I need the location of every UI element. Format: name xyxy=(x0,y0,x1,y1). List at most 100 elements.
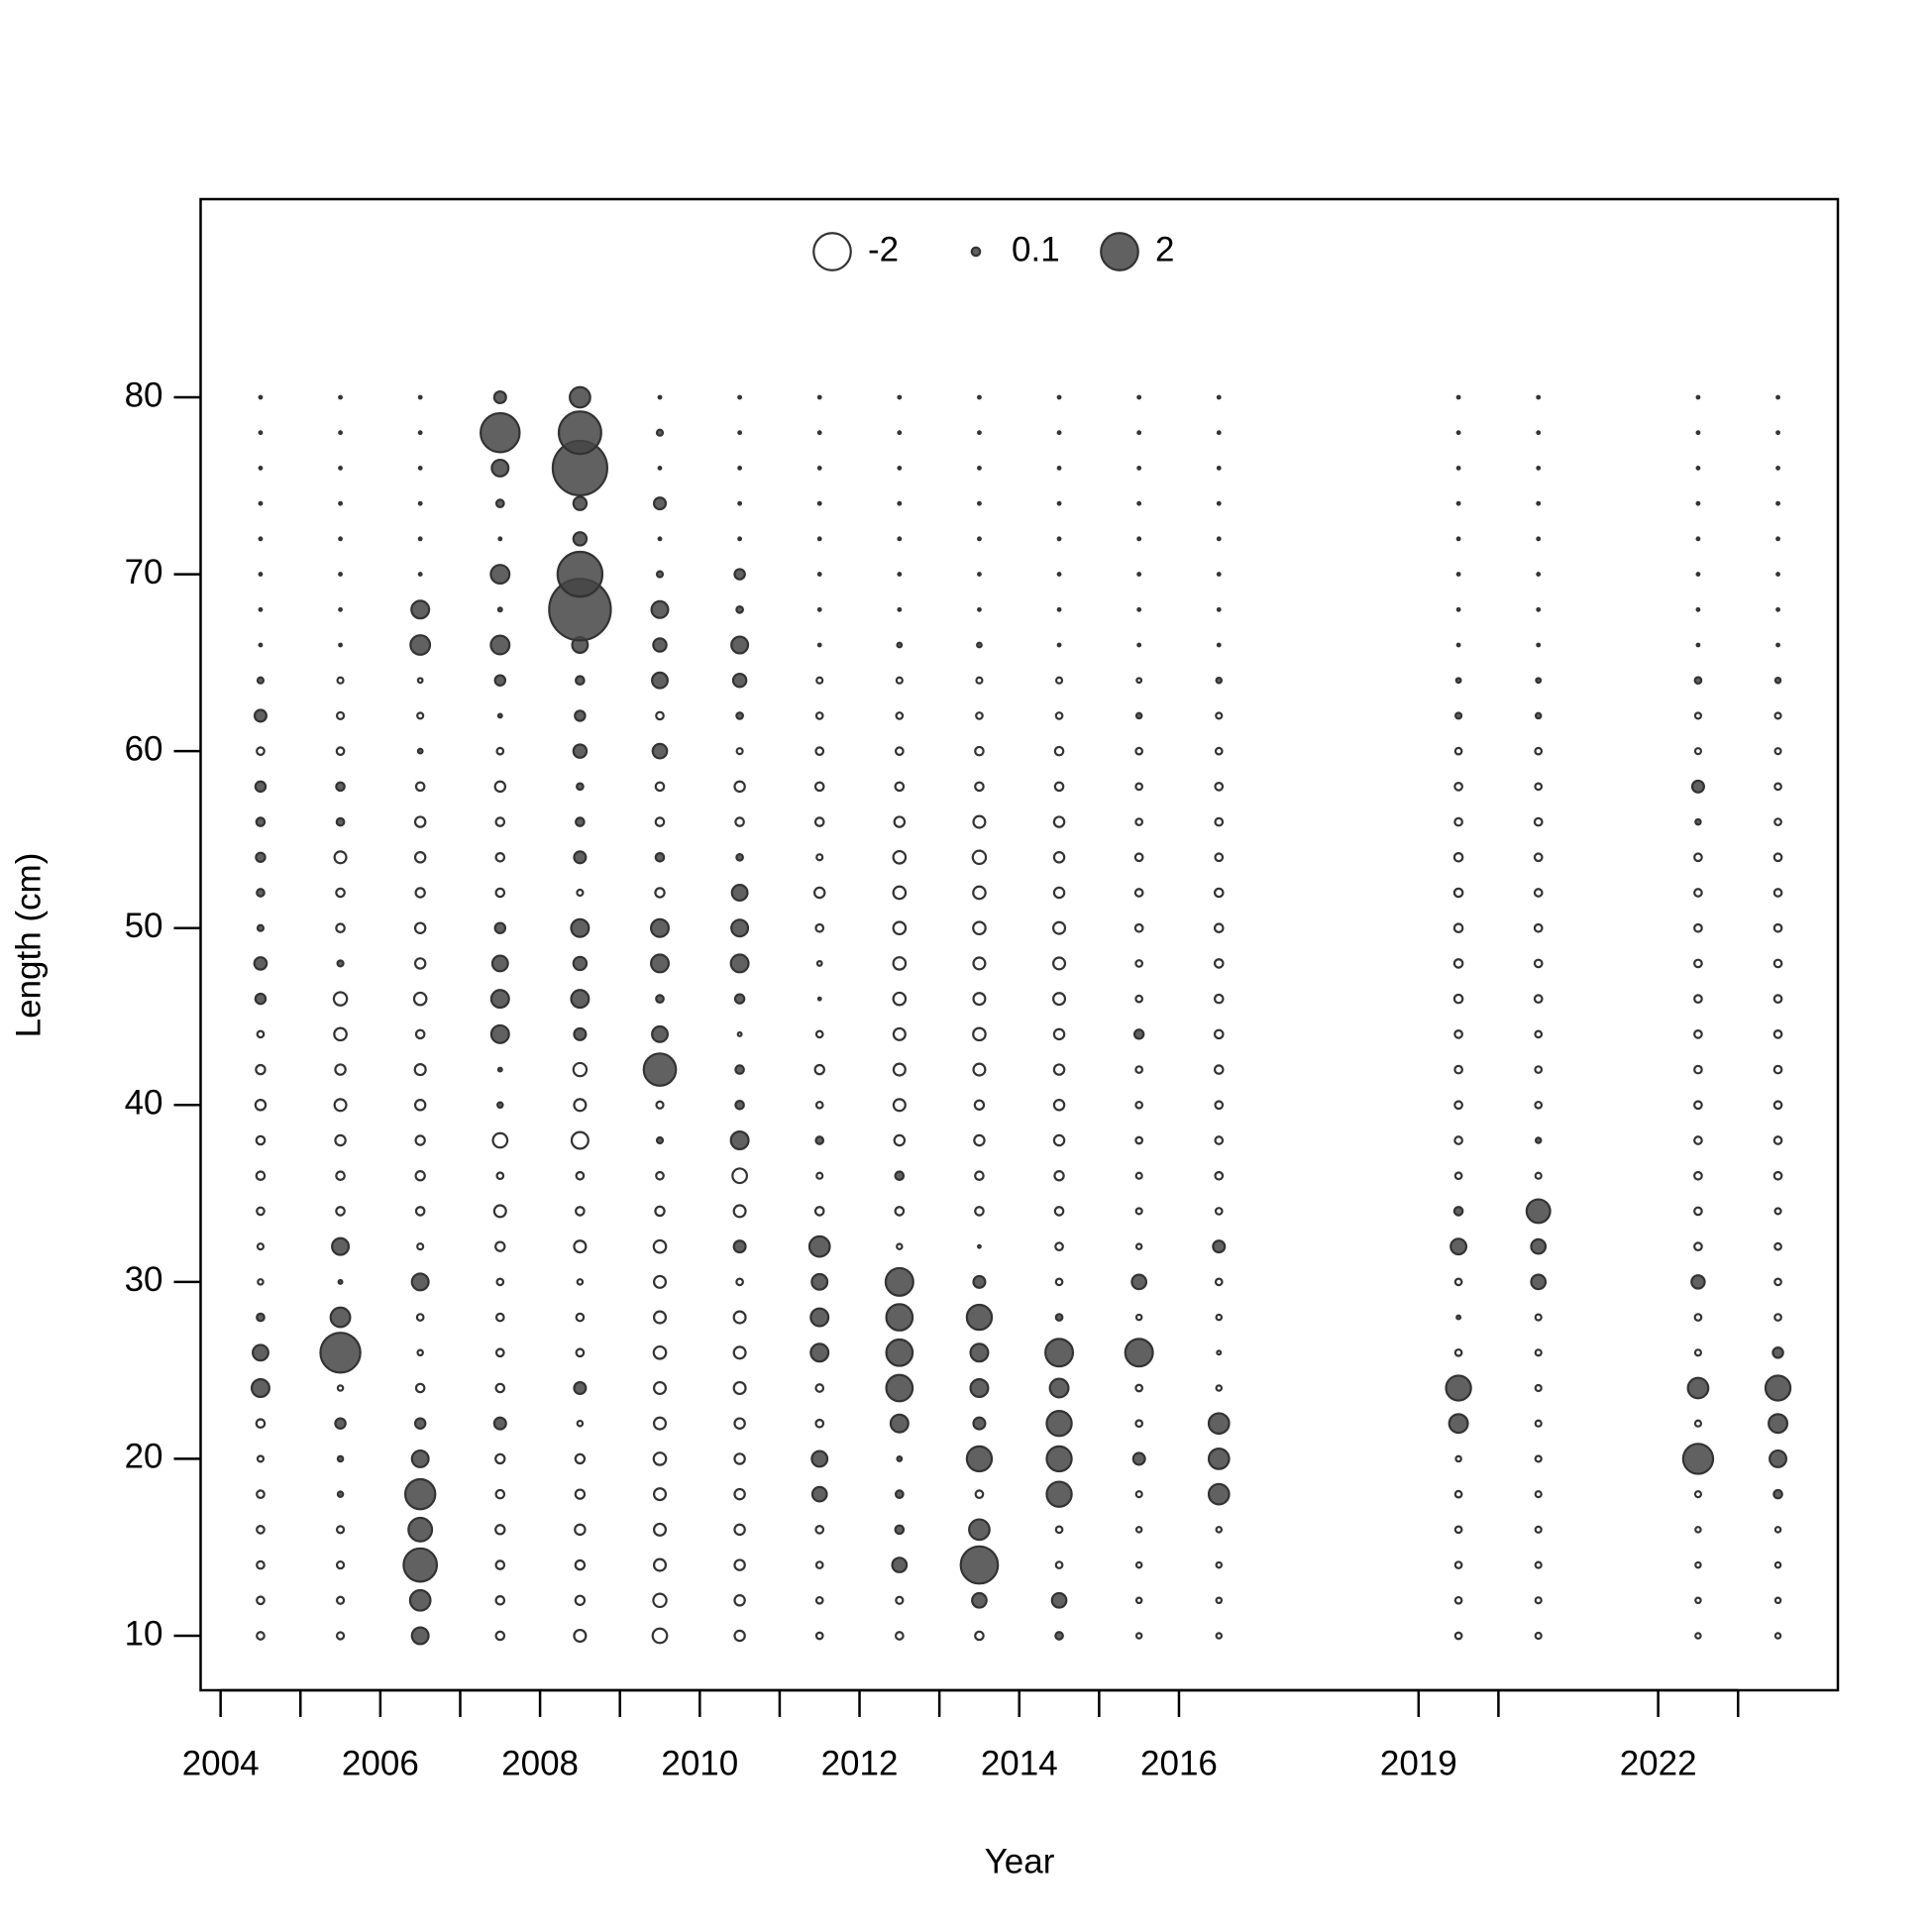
bubble xyxy=(338,394,343,400)
bubble xyxy=(333,1098,348,1113)
bubble xyxy=(1771,1346,1784,1359)
bubble xyxy=(1534,1171,1543,1180)
bubble xyxy=(813,816,825,827)
bubble xyxy=(1453,1277,1463,1287)
bubble xyxy=(334,1063,347,1076)
bubble xyxy=(1214,1135,1225,1145)
bubble xyxy=(1056,466,1062,471)
bubble xyxy=(1135,677,1143,685)
bubble xyxy=(1773,1207,1782,1216)
bubble xyxy=(1054,1241,1064,1251)
bubble xyxy=(1534,1100,1544,1110)
bubble xyxy=(1775,466,1780,471)
bubble xyxy=(1536,572,1542,577)
bubble xyxy=(1045,1480,1073,1508)
bubble xyxy=(573,1628,588,1644)
bubble xyxy=(1054,1313,1064,1322)
bubble xyxy=(650,599,670,619)
bubble xyxy=(1053,1206,1065,1217)
bubble xyxy=(1045,1410,1073,1438)
bubble xyxy=(255,816,267,827)
bubble xyxy=(1455,606,1461,612)
bubble xyxy=(974,781,985,793)
bubble xyxy=(494,1524,506,1536)
bubble xyxy=(976,641,983,649)
bubble xyxy=(336,1490,345,1498)
bubble xyxy=(1134,1490,1143,1499)
bubble xyxy=(1052,886,1066,900)
bubble xyxy=(336,1454,345,1463)
bubble xyxy=(1452,958,1464,969)
bubble xyxy=(1694,817,1702,826)
bubble xyxy=(1044,1338,1075,1368)
bubble xyxy=(493,921,507,934)
bubble xyxy=(1134,782,1144,792)
bubble xyxy=(895,711,905,720)
bubble xyxy=(1693,711,1702,720)
bubble xyxy=(1534,1454,1543,1463)
bubble xyxy=(414,1134,426,1146)
bubble xyxy=(572,955,589,972)
bubble xyxy=(1453,746,1463,756)
bubble xyxy=(813,1063,825,1076)
bubble xyxy=(655,570,665,579)
bubble xyxy=(495,746,505,756)
bubble xyxy=(977,1243,982,1249)
bubble xyxy=(1134,1560,1143,1569)
bubble xyxy=(651,742,669,760)
bubble xyxy=(416,1242,425,1251)
bubble xyxy=(1133,852,1144,863)
bubble xyxy=(1533,852,1544,863)
bubble xyxy=(256,1242,266,1251)
bubble xyxy=(1215,1560,1224,1569)
bubble xyxy=(335,746,346,756)
bubble xyxy=(1453,1347,1463,1357)
bubble xyxy=(1695,500,1701,506)
bubble xyxy=(258,572,264,577)
bubble xyxy=(1772,1170,1783,1181)
bubble xyxy=(814,1631,824,1641)
bubble xyxy=(417,500,423,506)
bubble xyxy=(894,1631,905,1641)
y-tick-label: 20 xyxy=(125,1438,163,1476)
bubble xyxy=(254,780,268,794)
bubble xyxy=(413,851,427,864)
y-tick-label: 10 xyxy=(125,1614,163,1653)
bubble xyxy=(807,1234,831,1258)
bubble xyxy=(1455,642,1461,648)
bubble xyxy=(896,641,904,649)
y-tick-label: 50 xyxy=(125,907,163,945)
bubble xyxy=(258,466,264,471)
bubble xyxy=(576,1419,585,1428)
bubble xyxy=(1134,817,1144,826)
bubble xyxy=(816,642,822,648)
bubble xyxy=(494,1312,505,1323)
bubble xyxy=(894,746,905,756)
bubble xyxy=(556,550,604,598)
bubble xyxy=(972,1062,987,1077)
bubble xyxy=(254,1099,268,1112)
bubble xyxy=(253,956,268,971)
bubble xyxy=(972,992,987,1007)
bubble xyxy=(1775,430,1780,436)
bubble xyxy=(897,500,903,506)
bubble xyxy=(1775,572,1780,577)
bubble xyxy=(413,957,427,970)
bubble xyxy=(1534,1348,1543,1357)
bubble xyxy=(1693,852,1703,863)
bubble xyxy=(657,536,663,542)
bubble xyxy=(496,606,503,613)
bubble xyxy=(413,815,427,828)
bubble xyxy=(1045,1445,1073,1473)
bubble xyxy=(1052,956,1067,971)
bubble xyxy=(570,989,590,1010)
bubble xyxy=(1133,888,1144,898)
bubble xyxy=(335,1170,346,1182)
bubble xyxy=(897,572,903,577)
bubble xyxy=(652,1557,668,1572)
bubble xyxy=(814,1029,824,1039)
bubble xyxy=(1213,887,1225,899)
bubble xyxy=(737,500,743,506)
bubble xyxy=(575,675,586,687)
bubble xyxy=(494,1630,506,1642)
